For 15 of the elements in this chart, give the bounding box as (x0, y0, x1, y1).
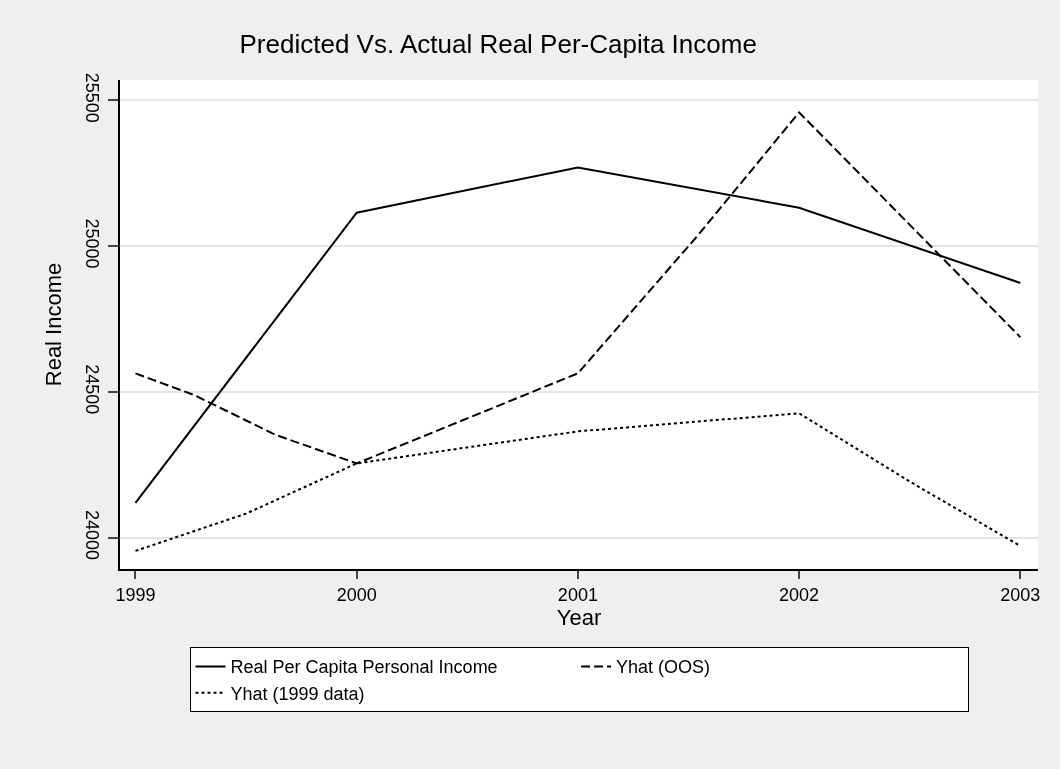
x-tick-label: 2001 (557, 584, 598, 605)
y-tick-label: 24000 (82, 510, 103, 561)
x-tick-label: 1999 (115, 584, 156, 605)
x-tick-label: 2000 (336, 584, 377, 605)
x-tick-label: 2002 (779, 584, 820, 605)
x-tick-label: 2003 (1000, 584, 1041, 605)
chart-title: Predicted Vs. Actual Real Per-Capita Income (239, 28, 757, 59)
y-tick-label: 24500 (82, 364, 103, 415)
legend-label: Yhat (1999 data) (230, 683, 365, 704)
legend-label: Real Per Capita Personal Income (230, 657, 498, 678)
y-axis-title: Real Income (40, 262, 66, 387)
y-tick-label: 25000 (82, 218, 103, 269)
legend-label: Yhat (OOS) (616, 657, 711, 678)
x-axis-title: Year (556, 604, 602, 630)
y-tick-label: 25500 (82, 72, 103, 123)
